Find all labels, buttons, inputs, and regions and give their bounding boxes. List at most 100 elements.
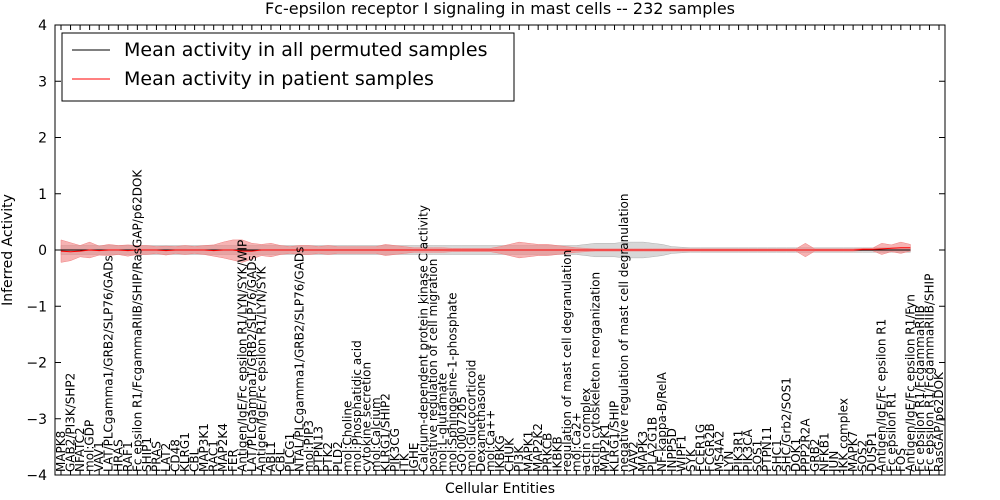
x-tick-label: mol:Choline — [340, 401, 354, 472]
y-tick-label: −4 — [26, 468, 47, 484]
x-tick-label: mol:PIP3 — [302, 420, 316, 472]
y-tick-label: −1 — [26, 299, 47, 315]
x-tick-label: Fc epsilon R1/FcgammaRIIB — [913, 305, 927, 472]
x-tick-label: LAT/PLCgamma1/GRB2/SLP76/GADs — [245, 255, 259, 472]
legend: Mean activity in all permuted samples Me… — [61, 32, 515, 102]
x-tick-label: NFKB1 — [818, 432, 832, 472]
x-tick-label: Fc epsilon R1/FcgammaRIIB/SHIP — [923, 274, 937, 472]
x-tick-label: actin cytoskeleton reorganization — [588, 272, 602, 472]
x-tick-label: Dexamethasone — [474, 374, 488, 472]
legend-box — [61, 32, 515, 102]
x-tick-label: SHIP1 — [140, 437, 154, 472]
x-tick-label: CBL — [188, 448, 202, 472]
band-series-1 — [60, 239, 911, 263]
x-tick-label: actin complex — [579, 388, 593, 472]
x-tick-label: ABL1 — [264, 441, 278, 472]
x-tick-label: MS4A2 — [713, 431, 727, 472]
x-tick-label: MAP2K1 — [598, 423, 612, 472]
x-tick-label: PLA2G1B — [646, 417, 660, 472]
x-tick-label: NTAL/PLCgamma1/GRB2/SLP76/GADs — [293, 247, 307, 472]
x-tick-label: PLCG1 — [283, 433, 297, 472]
x-tick-label: mol:Calcium — [369, 397, 383, 472]
x-tick-label: IGHE — [407, 443, 421, 472]
x-tick-label: regulation of mast cell degranulation — [560, 250, 574, 472]
x-tick-label: VAV2 — [627, 441, 641, 472]
x-tick-label: MAP3K1 — [197, 423, 211, 472]
x-tick-label: PTK2 — [321, 442, 335, 472]
x-tick-label: PIK3CA — [741, 428, 755, 472]
x-tick-label: mol:Ca++ — [484, 410, 498, 472]
y-tick-label: −3 — [26, 412, 47, 428]
x-tick-label: PIK3CG — [388, 428, 402, 472]
x-tick-label: PRKCB — [541, 433, 555, 472]
x-tick-label: Antigen/IgE/Fc epsilon R1/Fyn — [903, 294, 917, 472]
x-tick-label: cytokine secretion — [359, 362, 373, 472]
x-tick-label: Fc epsilon R1/FcgammaRIIB/SHIP/RasGAP/p6… — [130, 169, 144, 472]
x-tick-label: LAT/PLCgamma1/GRB2/SLP76/GADs — [102, 255, 116, 472]
x-tick-label: PI3K — [512, 445, 526, 472]
x-tick-label: Fc epsilon R1 — [884, 392, 898, 472]
x-tick-label: ITK — [398, 452, 412, 472]
x-tick-label: positive regulation of cell migration — [426, 259, 440, 472]
x-tick-label: FER — [226, 449, 240, 472]
x-tick-label: GRB2 — [808, 438, 822, 472]
x-tick-label: INPP5D — [665, 428, 679, 472]
x-tick-label: SOS2 — [856, 440, 870, 472]
x-tick-label: GO:0007205 — [455, 396, 469, 472]
x-tick-label: NFATC2 — [73, 427, 87, 472]
x-tick-label: SYK — [684, 448, 698, 472]
x-tick-label: GAB2/PI3K/SHP2 — [64, 373, 78, 472]
x-tick-label: MAPK3 — [636, 431, 650, 472]
x-tick-label: MAPK8 — [54, 431, 68, 472]
x-tick-label: mol:Sphingosine-1-phosphate — [445, 293, 459, 473]
x-tick-label: PRAS — [149, 441, 163, 472]
x-tick-label: mol:Glucocorticoid — [464, 360, 478, 472]
x-tick-label: LYN — [722, 451, 736, 472]
x-tick-label: negative regulation of mast cell degranu… — [617, 193, 631, 472]
x-tick-label: mol:Phosphatidic acid — [350, 340, 364, 472]
x-tick-label: CD48 — [169, 439, 183, 472]
x-tick-label: SHC1 — [770, 439, 784, 472]
x-tick-label: FOS — [894, 448, 908, 472]
x-tick-label: HRAS — [111, 439, 125, 472]
x-tick-label: KLRG1/SHIP — [608, 401, 622, 472]
x-tick-label: RAF1 — [121, 441, 135, 472]
x-tick-label: LAT2 — [159, 443, 173, 472]
x-tick-label: RAC1 — [207, 440, 221, 472]
y-tick-label: 1 — [38, 187, 47, 203]
x-tick-label: FCGR2B — [703, 423, 717, 472]
x-tick-label: mol:GDP — [83, 420, 97, 472]
x-tick-label: MAPK1 — [522, 431, 536, 472]
x-tick-label: IKBKB — [550, 436, 564, 472]
x-tick-label: SOS1 — [751, 440, 765, 472]
x-tick-label: NF-kappa-B/RelA — [655, 371, 669, 472]
x-tick-label: Calcium-dependent protein kinase C activ… — [417, 205, 431, 472]
x-tick-label: mol:Ca2+ — [569, 412, 583, 472]
y-tick-label: 4 — [38, 18, 47, 34]
x-tick-label: KLRG1/SHIP2 — [379, 393, 393, 472]
x-tick-label: MAP2K2 — [531, 423, 545, 472]
x-tick-label: Antigen/IgE/Fc epsilon R1 — [875, 319, 889, 472]
y-axis-label: Inferred Activity — [0, 194, 16, 306]
x-tick-label: IKK complex — [837, 398, 851, 472]
x-tick-label: RasGAP/p62DOK — [932, 371, 946, 472]
x-tick-label: MAPK7 — [846, 431, 860, 472]
x-tick-label: KLRG1 — [178, 432, 192, 472]
x-tick-label: JUN — [827, 451, 841, 473]
plot-frame — [54, 24, 946, 476]
x-tick-label: PLD2 — [331, 441, 345, 472]
x-tick-label: FCER1G — [693, 424, 707, 472]
x-tick-label: PIK3R1 — [732, 430, 746, 472]
x-axis-label: Cellular Entities — [445, 481, 555, 497]
x-tick-label: SHC/Grb2/SOS1 — [779, 377, 793, 472]
x-tick-labels: MAPK8GAB2/PI3K/SHP2NFATC2mol:GDPVAV1LAT/… — [54, 169, 946, 473]
y-tick-label: 2 — [38, 131, 47, 147]
x-tick-label: CHUK — [503, 437, 517, 472]
x-tick-label: PTPN11 — [760, 426, 774, 472]
y-tick-label: −2 — [26, 356, 47, 372]
x-tick-label: Antigen/IgE/Fc epsilon R1/LYN/SYK — [254, 265, 268, 472]
legend-label-patient: Mean activity in patient samples — [124, 68, 434, 90]
legend-label-permuted: Mean activity in all permuted samples — [124, 39, 487, 61]
x-tick-label: MAP2K4 — [216, 423, 230, 472]
axis-ticks: −4 −3 −2 −1 0 1 2 3 4 — [26, 18, 945, 484]
